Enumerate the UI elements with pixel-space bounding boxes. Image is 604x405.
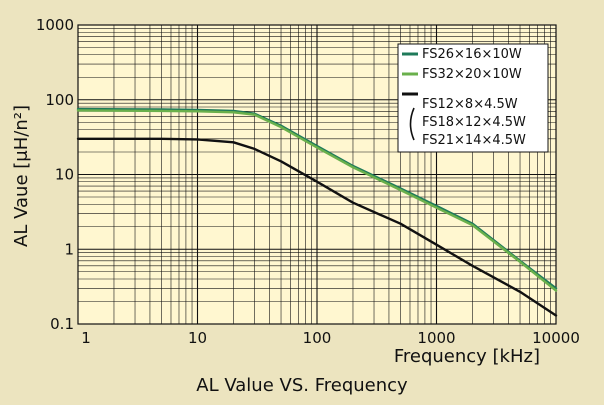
legend: FS26×16×10W FS32×20×10W FS12×8×4.5W FS18… (397, 43, 549, 153)
legend-label-fs21: FS21×14×4.5W (422, 133, 526, 148)
series-line-fs32 (76, 109, 558, 292)
legend-label-fs32: FS32×20×10W (422, 67, 522, 82)
y-tick-label: 100 (45, 91, 74, 109)
legend-label-fs26: FS26×16×10W (422, 47, 522, 62)
series-lines (76, 107, 558, 317)
legend-label-fs12: FS12×8×4.5W (422, 97, 518, 112)
x-tick-label: 10 (188, 329, 207, 347)
x-tick-label: 10000 (532, 329, 580, 347)
chart-title: AL Value VS. Frequency (196, 375, 408, 396)
y-tick-label: 1 (64, 240, 74, 258)
legend-label-fs18: FS18×12×4.5W (422, 115, 526, 130)
legend-box (397, 43, 549, 153)
y-tick-label: 10 (55, 166, 74, 184)
y-axis-label: AL Vaue [μH/n²] (11, 105, 32, 247)
legend-group-bracket (409, 107, 415, 141)
series-line-fs26 (76, 107, 558, 290)
x-tick-label: 100 (303, 329, 332, 347)
x-tick-label: 1 (81, 329, 91, 347)
y-tick-label: 1000 (36, 16, 74, 34)
x-axis-label: Frequency [kHz] (394, 346, 540, 367)
y-tick-label: 0.1 (50, 315, 74, 333)
tick-labels: 1 10 100 1000 10000 0.1 1 10 100 1000 (36, 16, 580, 347)
series-line-fs12-group (76, 137, 558, 317)
x-tick-label: 1000 (417, 329, 455, 347)
